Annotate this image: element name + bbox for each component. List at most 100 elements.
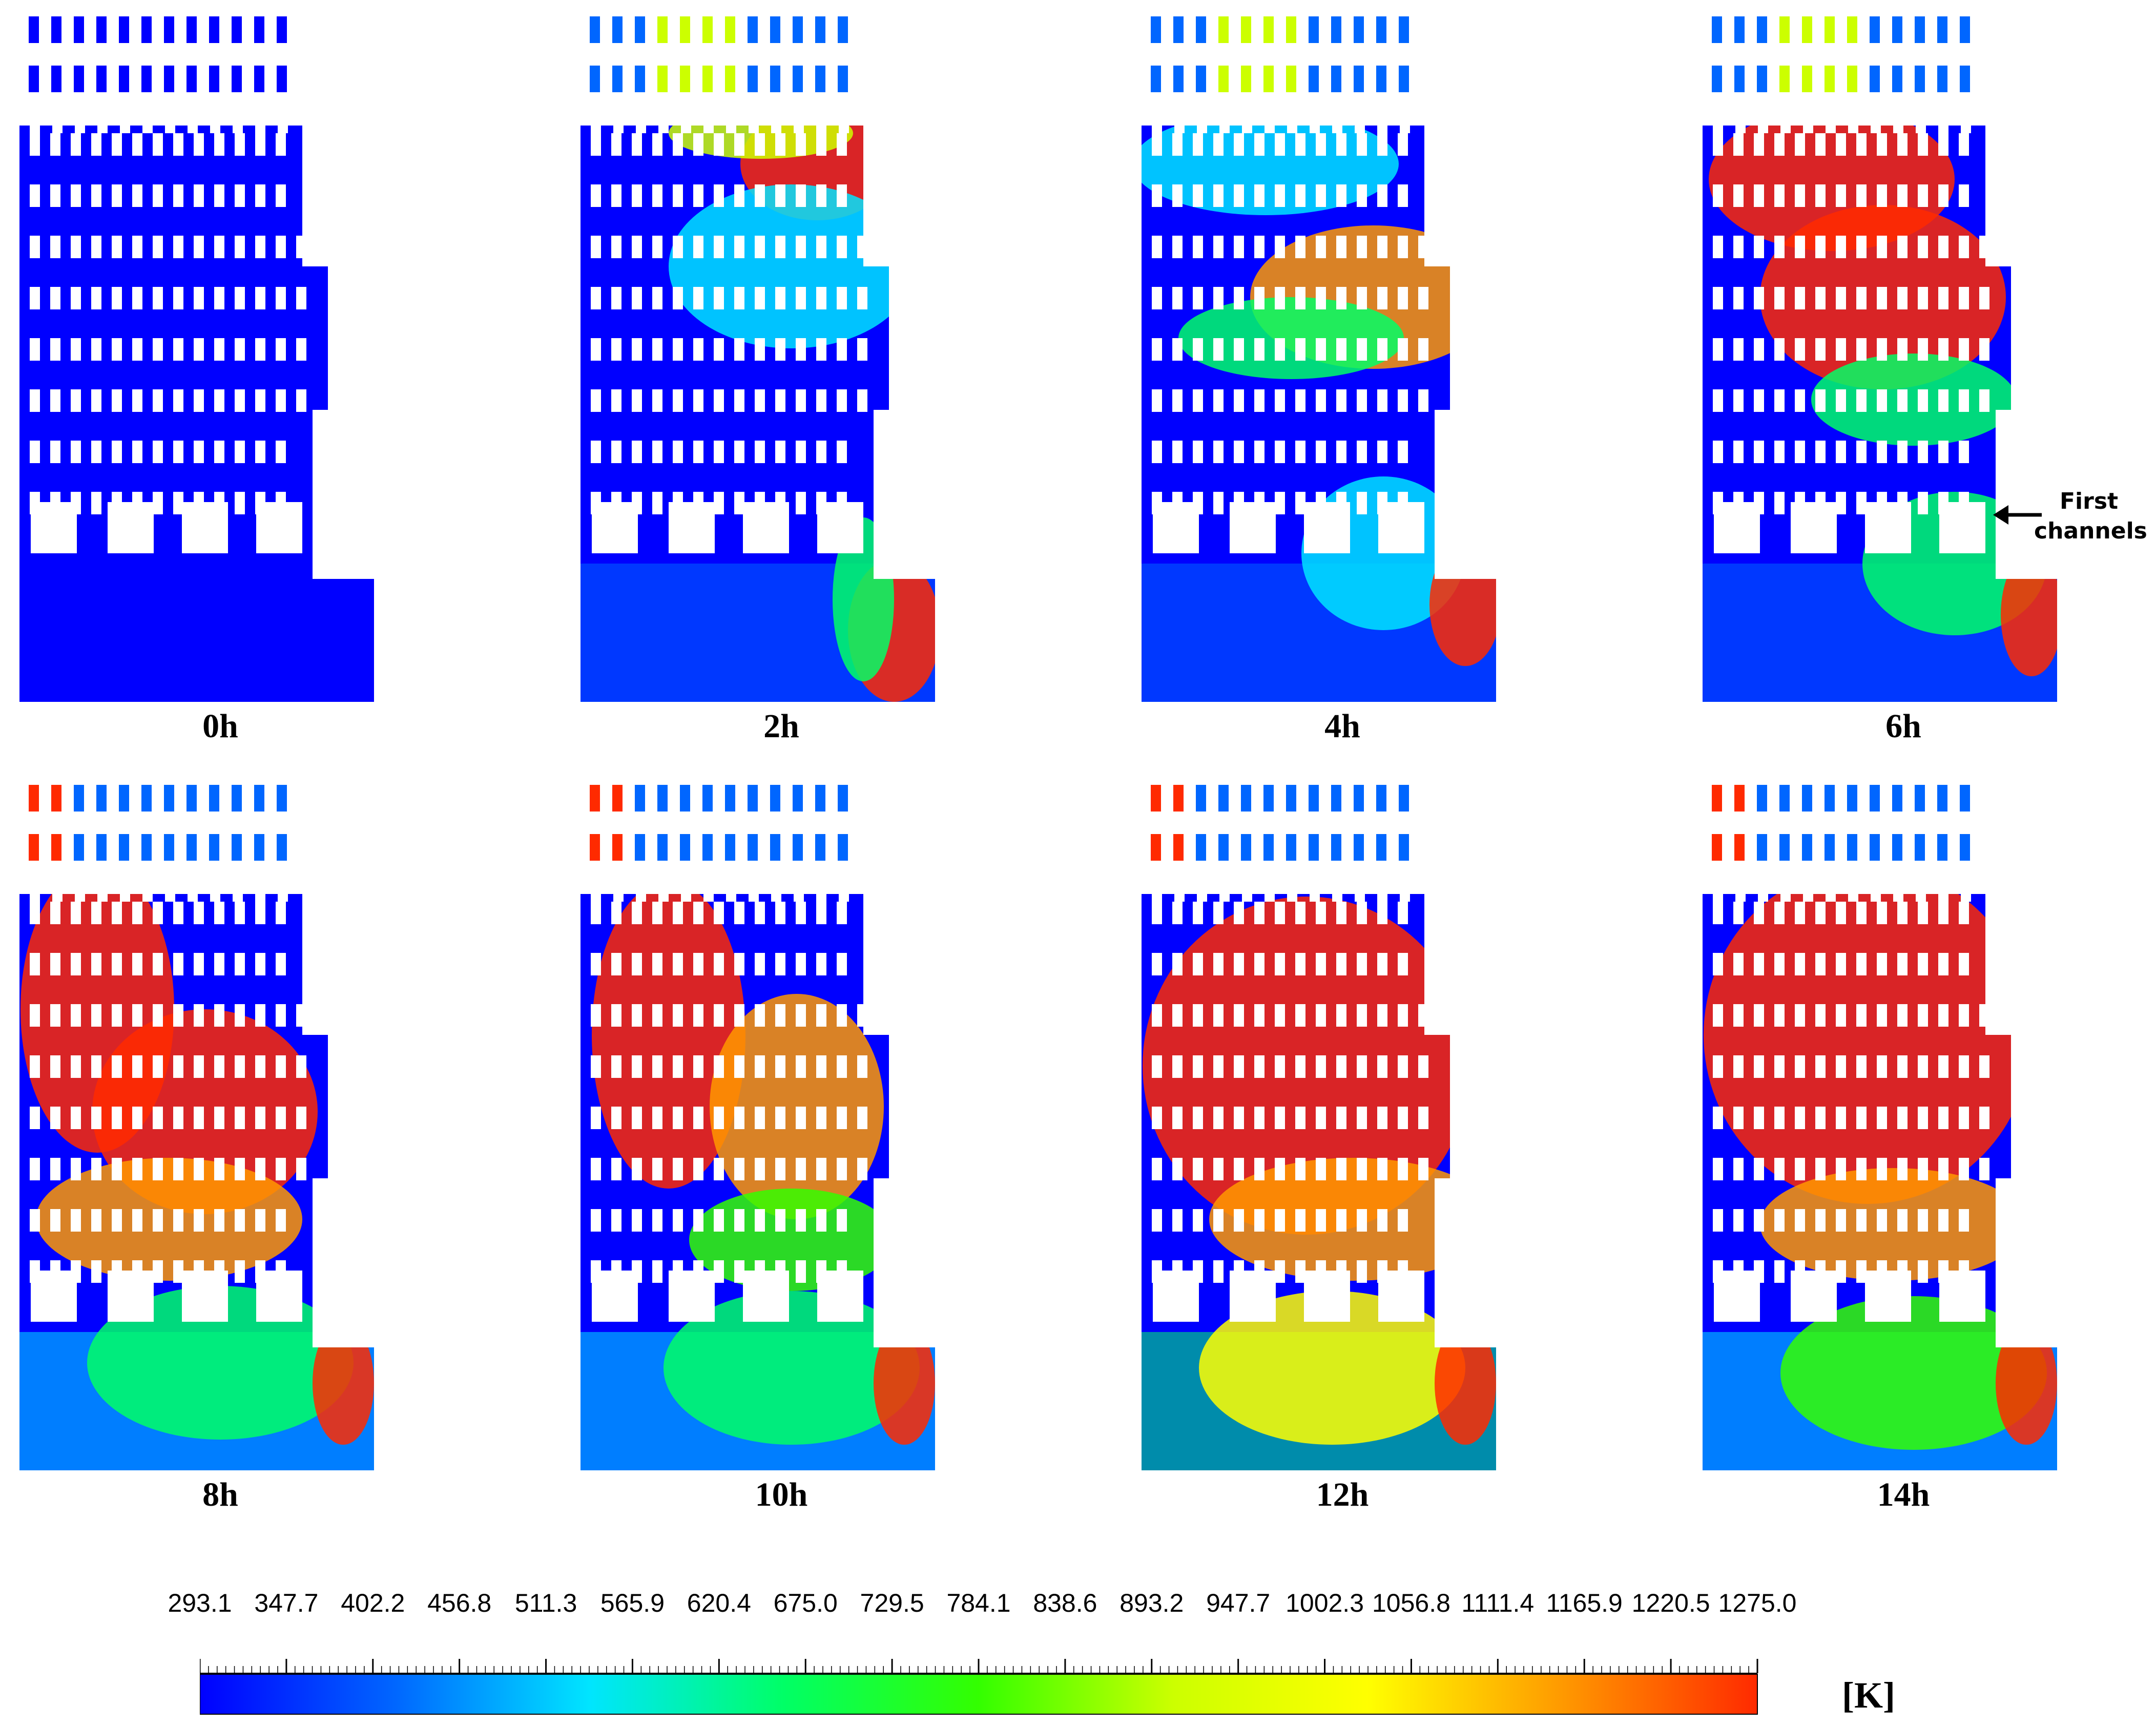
grid-hole bbox=[857, 389, 867, 412]
grid-hole bbox=[1152, 389, 1162, 412]
grid-hole bbox=[235, 441, 245, 463]
grid-hole bbox=[796, 1107, 806, 1129]
top-channel bbox=[1915, 834, 1925, 861]
grid-hole bbox=[91, 1107, 101, 1129]
top-channel bbox=[612, 785, 623, 812]
comb-gap bbox=[1871, 123, 1881, 133]
grid-hole bbox=[755, 184, 765, 207]
grid-hole bbox=[1877, 338, 1887, 361]
grid-hole bbox=[1979, 287, 1989, 309]
grid-hole bbox=[1254, 441, 1264, 463]
grid-hole bbox=[734, 1158, 744, 1180]
grid-hole bbox=[50, 1209, 60, 1232]
grid-hole bbox=[734, 492, 744, 514]
grid-hole bbox=[1713, 389, 1723, 412]
grid-hole bbox=[30, 1107, 40, 1129]
grid-hole bbox=[1213, 492, 1224, 514]
grid-hole bbox=[71, 1158, 81, 1180]
grid-hole bbox=[276, 184, 286, 207]
grid-hole bbox=[1172, 133, 1183, 156]
grid-hole bbox=[1918, 1055, 1928, 1078]
grid-hole bbox=[1815, 184, 1826, 207]
grid-hole bbox=[693, 1004, 703, 1027]
grid-hole bbox=[91, 236, 101, 258]
grid-hole bbox=[1856, 236, 1867, 258]
colorbar-tick-label: 456.8 bbox=[427, 1589, 492, 1617]
grid-hole bbox=[734, 1209, 744, 1232]
grid-hole bbox=[1856, 133, 1867, 156]
grid-hole bbox=[591, 902, 601, 924]
grid-hole bbox=[1336, 338, 1346, 361]
comb-gap bbox=[97, 891, 108, 902]
grid-hole bbox=[1754, 1209, 1764, 1232]
grid-hole bbox=[857, 1004, 867, 1027]
comb-gap bbox=[210, 891, 220, 902]
grid-hole bbox=[276, 287, 286, 309]
grid-hole bbox=[837, 184, 847, 207]
grid-hole bbox=[112, 1158, 122, 1180]
grid-hole bbox=[1213, 1209, 1224, 1232]
comb-gap bbox=[142, 891, 153, 902]
grid-hole bbox=[1213, 1055, 1224, 1078]
grid-hole bbox=[1234, 389, 1244, 412]
grid-hole bbox=[91, 287, 101, 309]
channel-opening bbox=[1304, 502, 1350, 553]
grid-hole bbox=[1754, 338, 1764, 361]
grid-hole bbox=[1795, 338, 1805, 361]
grid-hole bbox=[1172, 287, 1183, 309]
top-channel bbox=[838, 16, 848, 43]
grid-hole bbox=[1815, 1055, 1826, 1078]
comb-gap bbox=[165, 123, 175, 133]
grid-hole bbox=[1713, 1004, 1723, 1027]
grid-hole bbox=[1795, 184, 1805, 207]
grid-hole bbox=[816, 236, 826, 258]
top-channel bbox=[1937, 16, 1947, 43]
panel-label-14h: 14h bbox=[1877, 1476, 1930, 1513]
top-channel bbox=[141, 66, 152, 92]
top-channel bbox=[1399, 785, 1409, 812]
grid-hole bbox=[1938, 441, 1948, 463]
grid-hole bbox=[214, 441, 224, 463]
grid-hole bbox=[1234, 1107, 1244, 1129]
comb-gap bbox=[188, 123, 198, 133]
grid-hole bbox=[1152, 1055, 1162, 1078]
top-channel bbox=[186, 834, 197, 861]
grid-hole bbox=[153, 184, 163, 207]
grid-hole bbox=[1275, 1004, 1285, 1027]
grid-hole bbox=[1377, 1055, 1387, 1078]
grid-hole bbox=[132, 338, 142, 361]
grid-hole bbox=[611, 1004, 621, 1027]
comb-gap bbox=[1961, 123, 1971, 133]
grid-hole bbox=[1398, 133, 1408, 156]
grid-hole bbox=[1815, 953, 1826, 975]
panel-0h: 0h bbox=[15, 10, 528, 753]
grid-hole bbox=[1336, 902, 1346, 924]
channel-opening bbox=[1153, 502, 1199, 553]
grid-hole bbox=[1275, 236, 1285, 258]
grid-hole bbox=[1316, 389, 1326, 412]
grid-hole bbox=[214, 133, 224, 156]
top-channel bbox=[51, 16, 61, 43]
grid-hole bbox=[235, 1055, 245, 1078]
grid-hole bbox=[1754, 953, 1764, 975]
panel-label-12h: 12h bbox=[1316, 1476, 1369, 1513]
top-channel bbox=[1331, 785, 1341, 812]
top-channel bbox=[74, 834, 84, 861]
comb-gap bbox=[255, 123, 265, 133]
grid-hole bbox=[1193, 441, 1203, 463]
grid-hole bbox=[1733, 236, 1744, 258]
grid-hole bbox=[1836, 389, 1846, 412]
grid-hole bbox=[194, 902, 204, 924]
grid-hole bbox=[1357, 1158, 1367, 1180]
grid-hole bbox=[132, 953, 142, 975]
grid-hole bbox=[714, 236, 724, 258]
grid-hole bbox=[1856, 1055, 1867, 1078]
grid-hole bbox=[1316, 1158, 1326, 1180]
colorbar-tick-label: 729.5 bbox=[860, 1589, 924, 1617]
top-channel bbox=[1263, 834, 1274, 861]
grid-hole bbox=[1815, 1209, 1826, 1232]
grid-hole bbox=[1295, 287, 1305, 309]
top-channel bbox=[838, 834, 848, 861]
grid-hole bbox=[112, 1055, 122, 1078]
grid-hole bbox=[1959, 1004, 1969, 1027]
